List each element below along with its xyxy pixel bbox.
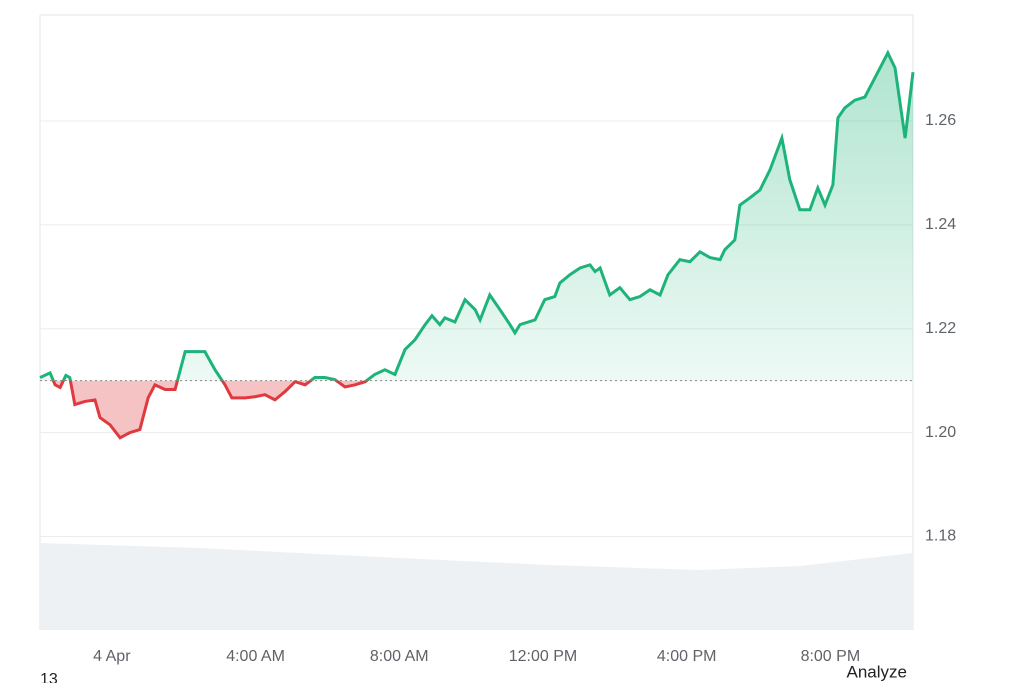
x-tick-label: 4:00 PM — [657, 648, 717, 665]
x-tick-label: 12:00 PM — [509, 648, 577, 665]
y-tick-label: 1.26 — [925, 112, 956, 129]
footer-number: 13 — [40, 671, 58, 683]
price-line — [39, 49, 915, 381]
x-tick-label: 4:00 AM — [226, 648, 285, 665]
y-tick-label: 1.22 — [925, 320, 956, 337]
analyze-button[interactable]: Analyze — [847, 662, 907, 681]
y-tick-label: 1.20 — [925, 424, 956, 441]
volume-area — [40, 543, 913, 630]
y-tick-label: 1.24 — [925, 216, 956, 233]
x-tick-label: 8:00 AM — [370, 648, 429, 665]
x-tick-label: 4 Apr — [93, 648, 131, 665]
area-above — [40, 52, 913, 381]
price-line-below — [51, 380, 370, 440]
x-tick-label: 8:00 PM — [801, 648, 861, 665]
y-tick-label: 1.18 — [925, 528, 956, 545]
